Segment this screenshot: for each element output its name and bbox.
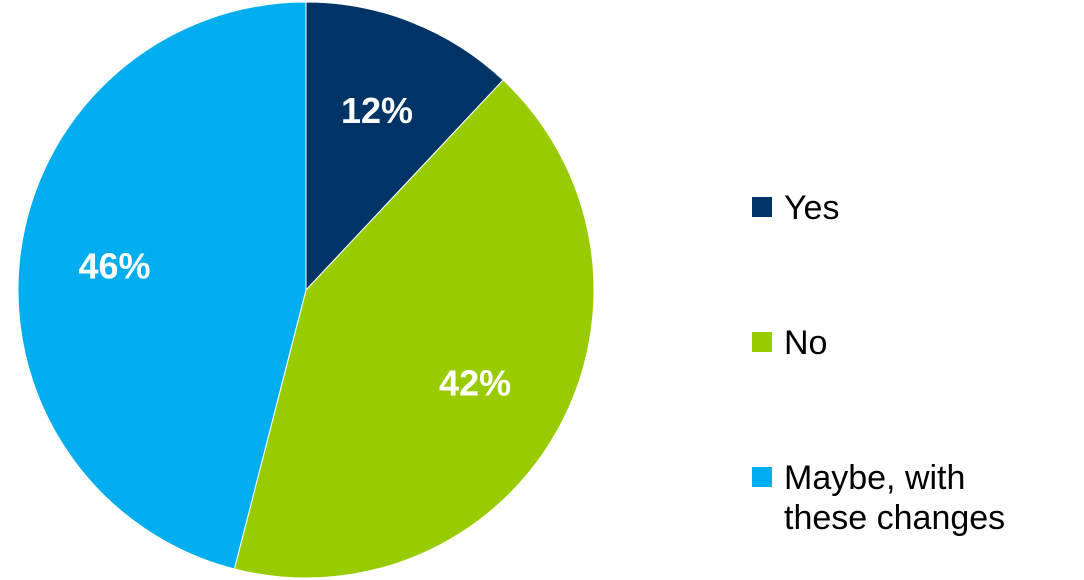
legend-label-yes: Yes: [784, 189, 839, 227]
pie-slice-yes: [305, 1, 504, 292]
data-label-maybe-with-these-changes: 46%: [79, 245, 151, 286]
legend-swatch-no: [752, 332, 772, 352]
pie-slice-maybe-with-these-changes: [17, 1, 307, 570]
legend-swatch-maybe-with-these-changes: [752, 467, 772, 487]
pie-data-labels: 12% 42% 46%: [79, 90, 512, 403]
legend-label-maybe-with-these-changes: Maybe, with these changes: [784, 459, 1005, 537]
legend-label-no: No: [784, 324, 827, 362]
legend-swatch-yes: [752, 197, 772, 217]
data-label-no: 42%: [439, 362, 511, 403]
legend: Yes No Maybe, with these changes: [752, 189, 1005, 537]
data-label-yes: 12%: [341, 90, 413, 131]
pie-slice-no: [233, 79, 595, 579]
pie-slices: [17, 1, 595, 579]
